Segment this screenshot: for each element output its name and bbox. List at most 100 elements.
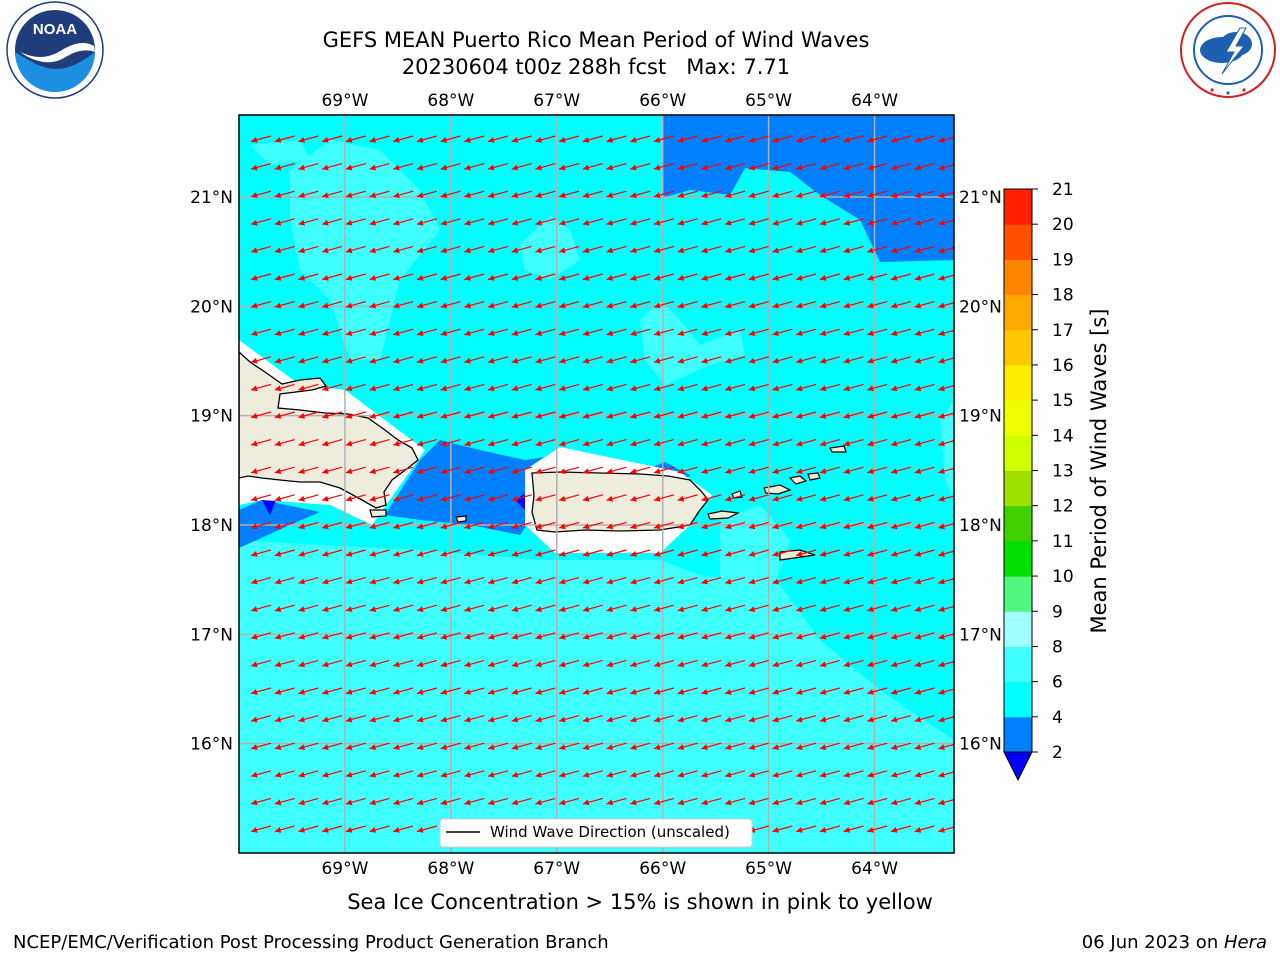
wave-direction-arrow: [250, 439, 272, 447]
wave-direction-arrow: [677, 273, 698, 281]
wave-direction-arrow: [250, 825, 272, 833]
wave-direction-arrow: [724, 356, 746, 364]
wave-direction-arrow: [393, 494, 414, 502]
wave-direction-arrow: [653, 521, 675, 530]
wave-direction-arrow: [464, 466, 485, 475]
lon-tick-label-top: 66°W: [639, 91, 686, 111]
wave-direction-arrow: [890, 687, 912, 695]
wave-direction-arrow: [298, 632, 319, 640]
wave-direction-arrow: [653, 245, 675, 254]
nws-logo: [1180, 2, 1276, 98]
wave-direction-arrow: [819, 742, 840, 751]
legend-label: Wind Wave Direction (unscaled): [490, 823, 730, 841]
wave-direction-arrow: [511, 245, 532, 254]
wave-direction-arrow: [795, 356, 817, 364]
wave-direction-arrow: [748, 715, 769, 723]
wave-direction-arrow: [795, 825, 817, 833]
wave-direction-arrow: [795, 549, 817, 557]
colorbar-segment: [1004, 540, 1032, 577]
wave-direction-arrow: [582, 218, 603, 226]
wave-direction-arrow: [464, 549, 485, 557]
wave-direction-arrow: [890, 218, 912, 226]
wave-direction-arrow: [558, 604, 580, 613]
wave-direction-arrow: [487, 163, 509, 171]
wave-direction-arrow: [677, 218, 698, 226]
wave-direction-arrow: [867, 301, 888, 309]
colorbar-segment: [1004, 681, 1032, 718]
wave-direction-arrow: [558, 328, 580, 337]
lat-tick-label-right: 18°N: [959, 516, 1002, 536]
lat-tick-label-right: 16°N: [959, 735, 1002, 755]
wave-direction-arrow: [274, 190, 295, 199]
wave-direction-arrow: [772, 797, 793, 806]
wave-direction-arrow: [606, 411, 627, 419]
wave-direction-arrow: [938, 633, 954, 640]
wave-direction-arrow: [416, 632, 438, 640]
wave-direction-arrow: [298, 301, 319, 309]
colorbar-tick-label: 13: [1052, 462, 1074, 482]
wave-direction-arrow: [606, 135, 627, 143]
wave-direction-arrow: [369, 577, 390, 585]
wave-direction-arrow: [345, 825, 366, 833]
wave-direction-arrow: [724, 770, 746, 778]
wave-direction-arrow: [369, 163, 390, 171]
wave-direction-arrow: [795, 659, 817, 668]
wave-direction-arrow: [535, 770, 556, 778]
colorbar-tick-label: 20: [1052, 215, 1074, 235]
wave-direction-arrow: [795, 163, 817, 171]
wave-direction-arrow: [843, 328, 864, 337]
wave-direction-arrow: [630, 301, 651, 309]
wave-direction-arrow: [369, 604, 390, 613]
wave-direction-arrow: [819, 383, 840, 392]
wave-direction-arrow: [724, 797, 746, 806]
wave-direction-arrow: [606, 245, 627, 254]
wave-direction-arrow: [630, 577, 651, 585]
wave-direction-arrow: [938, 605, 954, 613]
wave-direction-arrow: [345, 273, 366, 281]
wave-direction-arrow: [487, 135, 509, 143]
wave-direction-arrow: [393, 549, 414, 557]
wave-direction-arrow: [511, 604, 532, 613]
wave-direction-arrow: [748, 439, 769, 447]
wave-direction-arrow: [653, 659, 675, 668]
wave-direction-arrow: [653, 356, 675, 364]
wave-direction-arrow: [535, 383, 556, 392]
wave-direction-arrow: [867, 218, 888, 226]
wave-direction-arrow: [558, 494, 580, 502]
wave-direction-arrow: [393, 273, 414, 281]
wave-direction-arrow: [795, 301, 817, 309]
wave-direction-arrow: [938, 164, 954, 171]
wave-direction-arrow: [250, 577, 272, 585]
lat-tick-label-right: 20°N: [959, 297, 1002, 317]
wave-direction-arrow: [464, 439, 485, 447]
wave-direction-arrow: [701, 659, 722, 668]
wave-direction-arrow: [867, 577, 888, 585]
wave-direction-arrow: [250, 356, 272, 364]
wave-direction-arrow: [464, 770, 485, 778]
wave-direction-arrow: [511, 494, 532, 502]
wave-direction-arrow: [369, 687, 390, 695]
wave-direction-arrow: [298, 439, 319, 447]
wave-direction-arrow: [369, 549, 390, 557]
wave-direction-arrow: [748, 245, 769, 254]
wave-direction-arrow: [653, 411, 675, 419]
wave-direction-arrow: [867, 383, 888, 392]
wave-direction-arrow: [535, 301, 556, 309]
wave-direction-arrow: [843, 163, 864, 171]
colorbar-segment: [1004, 646, 1032, 683]
wave-direction-arrow: [890, 245, 912, 254]
wave-direction-arrow: [890, 356, 912, 364]
wave-direction-arrow: [298, 687, 319, 695]
wave-direction-arrow: [535, 577, 556, 585]
wave-direction-arrow: [701, 190, 722, 199]
wave-direction-arrow: [819, 604, 840, 613]
wave-direction-arrow: [890, 190, 912, 199]
wave-direction-arrow: [606, 742, 627, 751]
wave-direction-arrow: [558, 521, 580, 530]
wave-direction-arrow: [250, 218, 272, 226]
wave-direction-arrow: [298, 770, 319, 778]
wave-direction-arrow: [748, 356, 769, 364]
wave-direction-arrow: [677, 190, 698, 199]
wave-direction-arrow: [464, 163, 485, 171]
wave-direction-arrow: [701, 328, 722, 337]
